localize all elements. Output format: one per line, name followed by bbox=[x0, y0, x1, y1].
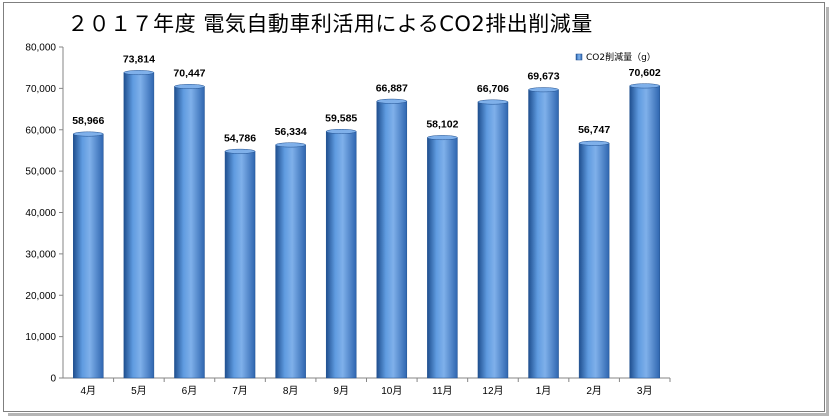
y-tick-label: 30,000 bbox=[25, 249, 56, 260]
x-tick-label: 9月 bbox=[333, 385, 349, 397]
x-tick-label: 2月 bbox=[586, 385, 602, 397]
bar bbox=[629, 85, 660, 379]
bar-cap bbox=[73, 131, 104, 137]
bar-cap bbox=[477, 99, 509, 105]
legend: CO2削減量（g） bbox=[575, 51, 656, 63]
x-tick-label: 3月 bbox=[637, 385, 653, 397]
data-label: 59,585 bbox=[325, 112, 357, 124]
legend-swatch bbox=[575, 53, 583, 61]
bar-cap bbox=[275, 142, 306, 148]
bar-cap bbox=[224, 148, 256, 154]
data-label: 56,334 bbox=[275, 126, 307, 138]
bar-cap bbox=[427, 135, 458, 141]
bar-cap bbox=[123, 70, 155, 76]
data-label: 70,447 bbox=[173, 68, 205, 80]
bar bbox=[477, 101, 509, 379]
y-tick-label: 50,000 bbox=[25, 167, 56, 178]
bar bbox=[528, 89, 559, 379]
y-tick-label: 20,000 bbox=[25, 291, 56, 302]
bar bbox=[275, 144, 306, 379]
axes: 0 10,000 20,000 30,000 40,000 50,000 60,000 70,… bbox=[25, 43, 671, 397]
bar bbox=[73, 133, 104, 379]
bars: 58,966 73,814 70,447 54,786 56,334 59,585 66,8… bbox=[72, 54, 661, 379]
bar bbox=[174, 86, 205, 379]
x-tick-label: 8月 bbox=[283, 385, 299, 397]
y-tick-label: 80,000 bbox=[25, 43, 56, 54]
bar bbox=[578, 142, 610, 379]
data-label: 69,673 bbox=[527, 71, 559, 83]
chart-title: ２０１７年度 電気自動車利活用によるCO2排出削減量 bbox=[67, 12, 593, 36]
x-tick-label: 11月 bbox=[432, 385, 452, 397]
bar-cap bbox=[578, 140, 610, 146]
x-tick-label: 6月 bbox=[182, 385, 198, 397]
bar bbox=[427, 137, 458, 379]
data-label: 54,786 bbox=[224, 132, 256, 144]
bar-cap bbox=[528, 87, 559, 93]
bar-cap bbox=[174, 84, 205, 89]
y-tick-label: 40,000 bbox=[25, 208, 56, 219]
data-label: 66,706 bbox=[477, 83, 509, 95]
x-tick-label: 7月 bbox=[232, 385, 248, 397]
data-label: 70,602 bbox=[629, 67, 661, 79]
bar bbox=[376, 101, 408, 379]
data-label: 66,887 bbox=[376, 82, 408, 94]
x-tick-label: 4月 bbox=[81, 385, 97, 397]
bar bbox=[123, 72, 155, 379]
data-label: 58,102 bbox=[426, 119, 458, 131]
x-tick-label: 12月 bbox=[482, 385, 503, 397]
data-label: 56,747 bbox=[578, 124, 610, 136]
y-tick-label: 10,000 bbox=[25, 332, 56, 343]
legend-label: CO2削減量（g） bbox=[586, 51, 656, 63]
bar-cap bbox=[325, 129, 357, 134]
data-label: 58,966 bbox=[72, 115, 104, 127]
bar-cap bbox=[376, 98, 408, 104]
data-label: 73,814 bbox=[123, 54, 155, 66]
y-tick-label: 0 bbox=[50, 374, 56, 385]
x-tick-label: 5月 bbox=[131, 385, 147, 397]
y-tick-label: 60,000 bbox=[25, 125, 56, 136]
bar-cap bbox=[629, 83, 660, 89]
y-tick-label: 70,000 bbox=[25, 84, 56, 95]
bar bbox=[224, 151, 256, 379]
bar bbox=[325, 131, 357, 379]
x-tick-label: 1月 bbox=[536, 385, 552, 397]
x-tick-label: 10月 bbox=[381, 385, 402, 397]
